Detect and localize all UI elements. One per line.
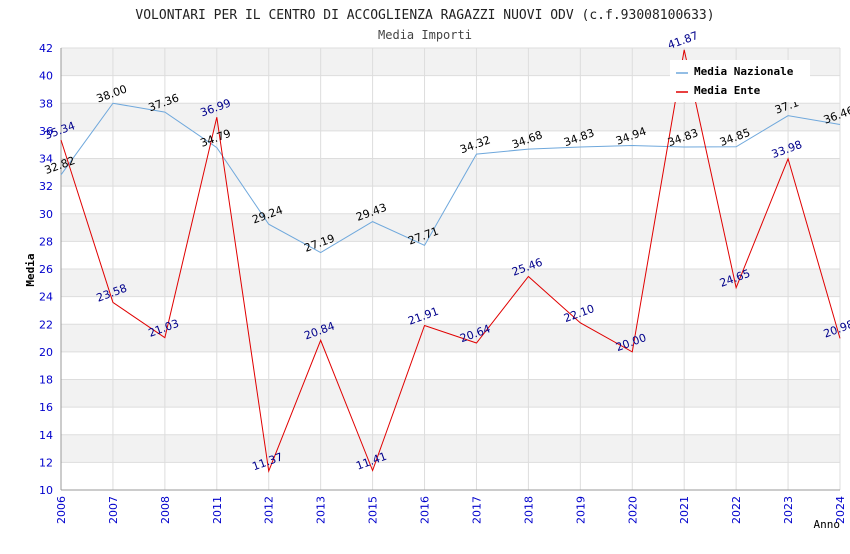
x-tick-label: 2018 — [522, 496, 535, 524]
grid-layer — [60, 47, 841, 491]
x-tick-label: 2013 — [315, 496, 328, 524]
grid-band — [61, 158, 840, 187]
data-label-ente: 35.34 — [43, 119, 77, 142]
grid-band — [61, 269, 840, 297]
y-tick-label: 12 — [39, 456, 53, 469]
x-tick-label: 2007 — [107, 496, 120, 524]
x-tick-label: 2019 — [574, 496, 587, 524]
legend-label-ente: Media Ente — [694, 84, 761, 97]
y-axis-label: Media — [24, 253, 37, 286]
x-tick-label: 2017 — [470, 496, 483, 524]
x-tick-label: 2020 — [626, 496, 639, 524]
y-tick-label: 32 — [39, 180, 53, 193]
data-label-nazionale: 38.00 — [95, 82, 129, 105]
chart-subtitle: Media Importi — [378, 28, 472, 42]
x-tick-label: 2008 — [159, 496, 172, 524]
x-tick-label: 2016 — [419, 496, 432, 524]
y-tick-label: 28 — [39, 235, 53, 248]
grid-band — [61, 379, 840, 408]
legend-label-nazionale: Media Nazionale — [694, 65, 794, 78]
y-tick-label: 10 — [39, 484, 53, 497]
legend: Media Nazionale Media Ente — [670, 60, 810, 102]
x-tick-label: 2024 — [834, 496, 847, 524]
x-axis-label: Anno — [814, 518, 841, 531]
y-tick-label: 14 — [39, 429, 53, 442]
legend-box — [670, 60, 810, 102]
grid-band — [61, 103, 840, 131]
y-tick-label: 30 — [39, 208, 53, 221]
y-tick-label: 18 — [39, 374, 53, 387]
grid-band — [61, 324, 840, 352]
y-tick-label: 38 — [39, 97, 53, 110]
x-tick-label: 2011 — [211, 496, 224, 524]
series-line-ente — [60, 49, 841, 473]
y-tick-label: 20 — [39, 346, 53, 359]
x-tick-label: 2006 — [55, 496, 68, 524]
y-tick-label: 40 — [39, 70, 53, 83]
x-tick-label: 2012 — [263, 496, 276, 524]
y-tick-label: 24 — [39, 291, 53, 304]
y-tick-label: 22 — [39, 318, 53, 331]
y-tick-label: 42 — [39, 42, 53, 55]
chart-title: VOLONTARI PER IL CENTRO DI ACCOGLIENZA R… — [135, 8, 714, 23]
grid-band — [61, 434, 840, 463]
y-tick-label: 34 — [39, 153, 53, 166]
y-tick-label: 16 — [39, 401, 53, 414]
y-tick-label: 26 — [39, 263, 53, 276]
x-tick-label: 2022 — [730, 496, 743, 524]
data-label-ente: 33.98 — [770, 138, 804, 161]
series-line-nazionale — [60, 102, 841, 254]
series-layer — [60, 49, 841, 473]
x-tick-label: 2021 — [678, 496, 691, 524]
data-label-nazionale: 34.68 — [510, 128, 544, 151]
x-tick-label: 2023 — [782, 496, 795, 524]
y-tick-label: 36 — [39, 125, 53, 138]
x-tick-label: 2015 — [367, 496, 380, 524]
